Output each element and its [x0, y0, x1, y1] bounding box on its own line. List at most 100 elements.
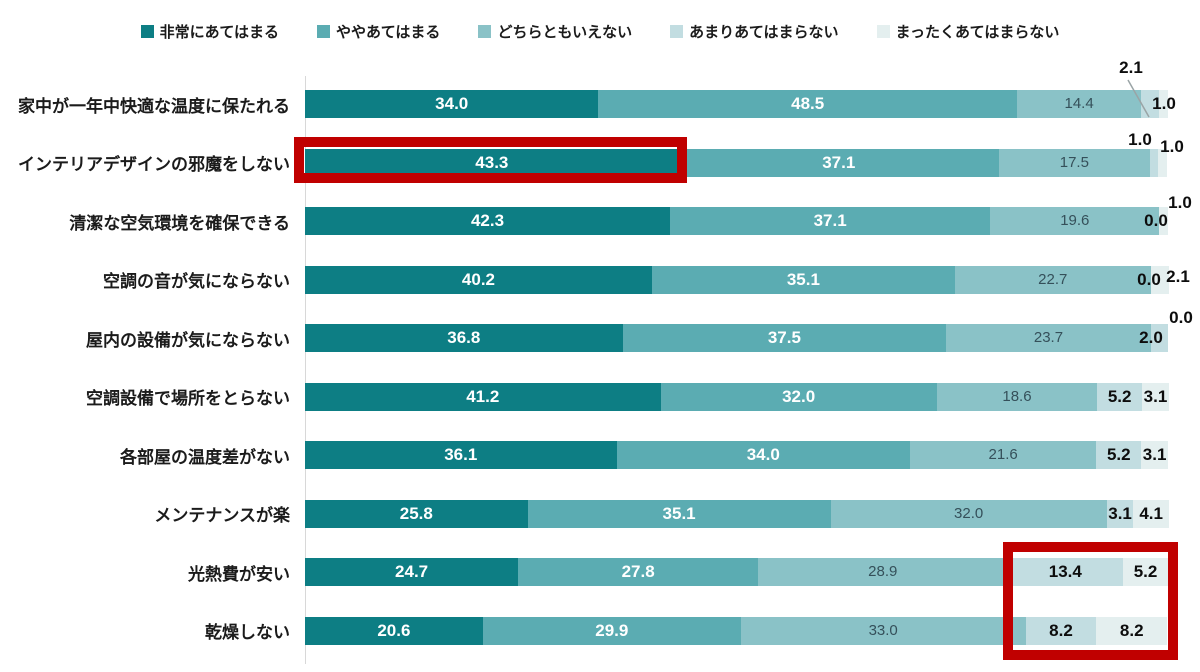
- segment-value-label: 37.1: [813, 211, 847, 230]
- value-callout: 1.0: [1152, 94, 1176, 113]
- legend-label: 非常にあてはまる: [159, 23, 280, 41]
- segment-value-label: 18.6: [1002, 387, 1032, 405]
- bar-segment: 3.1: [1106, 499, 1134, 528]
- value-callout: 2.0: [1139, 328, 1163, 347]
- segment-value-label: 24.7: [395, 562, 429, 581]
- bar-segment: 43.3: [305, 148, 679, 177]
- segment-value-label: 36.1: [444, 445, 478, 464]
- segment-value-label: 34.0: [746, 445, 780, 464]
- bar-segment: 17.5: [998, 148, 1150, 177]
- bar-segment: 36.8: [305, 324, 623, 352]
- bar-segment: 14.4: [1016, 90, 1142, 118]
- bar-segment: 19.6: [990, 207, 1160, 235]
- bar-segment: 8.2: [1096, 616, 1168, 645]
- bar-segment: [1158, 148, 1168, 177]
- segment-value-label: 37.1: [822, 152, 856, 172]
- bar-segment: 8.2: [1025, 616, 1097, 645]
- category-label: 光熱費が安い: [188, 564, 290, 584]
- chart-row: 光熱費が安い 24.7 27.8 28.9 13.4 5.2: [0, 558, 1200, 586]
- bar-segment: 34.0: [616, 441, 910, 469]
- chart-row: 屋内の設備が気にならない 36.8 37.5 23.7: [0, 324, 1200, 352]
- bar-segment: 40.2: [305, 265, 652, 294]
- segment-value-label: 8.2: [1049, 620, 1073, 640]
- segment-value-label: 33.0: [868, 621, 898, 639]
- category-label: 家中が一年中快適な温度に保たれる: [18, 96, 290, 116]
- bar-segment: 27.8: [518, 558, 759, 586]
- stacked-bar: 40.2 35.1 22.7: [305, 265, 1169, 294]
- legend-item: ややあてはまる: [317, 21, 440, 42]
- bar-segment: 5.2: [1096, 441, 1142, 469]
- bar-segment: 29.9: [482, 616, 741, 645]
- bar-segment: 37.1: [670, 207, 991, 235]
- bar-segment: 13.4: [1007, 558, 1124, 586]
- bar-segment: 25.8: [305, 499, 528, 528]
- legend: 非常にあてはまる ややあてはまる どちらともいえない あまりあてはまらない まったくあて…: [0, 18, 1200, 44]
- bar-segment: 3.1: [1142, 382, 1169, 411]
- segment-value-label: 4.1: [1139, 503, 1163, 523]
- chart-row: 空調の音が気にならない 40.2 35.1 22.7: [0, 265, 1200, 294]
- segment-value-label: 8.2: [1119, 620, 1144, 640]
- bar-segment: 48.5: [598, 90, 1017, 118]
- segment-value-label: 37.5: [767, 328, 801, 347]
- chart-row: 各部屋の温度差がない 36.1 34.0 21.6 5.2 3.1: [0, 441, 1200, 469]
- stacked-bar: 20.6 29.9 33.0 8.2 8.2: [305, 616, 1168, 645]
- segment-value-label: 43.3: [475, 152, 509, 172]
- axis-line: [305, 76, 306, 664]
- segment-value-label: 48.5: [791, 94, 825, 113]
- bar-segment: 3.1: [1141, 441, 1168, 469]
- category-label: インテリアデザインの邪魔をしない: [18, 155, 290, 174]
- bar-segment: 35.1: [527, 499, 831, 528]
- segment-value-label: 42.3: [470, 211, 505, 230]
- value-callout: 2.1: [1166, 267, 1190, 286]
- bar-segment: [1150, 324, 1168, 352]
- value-callout: 0.0: [1137, 269, 1161, 289]
- segment-value-label: 19.6: [1060, 212, 1090, 229]
- segment-value-label: 27.8: [621, 562, 655, 581]
- value-callout: 2.1: [1119, 58, 1143, 77]
- category-label: 屋内の設備が気にならない: [86, 330, 290, 350]
- segment-value-label: 40.2: [461, 269, 495, 289]
- chart-row: 清潔な空気環境を確保できる 42.3 37.1 19.6: [0, 207, 1200, 235]
- bar-segment: 5.2: [1097, 382, 1143, 411]
- bar-segment: 4.1: [1133, 499, 1169, 528]
- segment-value-label: 25.8: [399, 503, 433, 523]
- segment-value-label: 34.0: [435, 94, 469, 113]
- segment-value-label: 3.1: [1143, 386, 1168, 406]
- legend-swatch-icon: [478, 24, 492, 38]
- stacked-bar: 42.3 37.1 19.6: [305, 207, 1168, 235]
- segment-value-label: 35.1: [786, 269, 820, 289]
- segment-value-label: 14.4: [1064, 95, 1094, 112]
- highlight-box-cost-dryness-negatives: [1003, 542, 1178, 660]
- stacked-bar: 36.8 37.5 23.7: [305, 324, 1168, 352]
- segment-value-label: 32.0: [782, 386, 816, 406]
- bar-segment: 24.7: [305, 558, 519, 586]
- stacked-bar: 43.3 37.1 17.5: [305, 148, 1168, 177]
- legend-item: 非常にあてはまる: [140, 21, 280, 42]
- category-label: 乾燥しない: [205, 623, 290, 642]
- legend-label: どちらともいえない: [497, 23, 633, 41]
- bar-segment: 23.7: [946, 324, 1151, 352]
- bar-segment: 37.5: [622, 324, 947, 352]
- bar-segment: 41.2: [305, 382, 661, 411]
- segment-value-label: 29.9: [595, 620, 629, 640]
- bar-segment: 42.3: [305, 207, 671, 235]
- segment-value-label: 21.6: [988, 446, 1018, 463]
- value-callout: 0.0: [1169, 308, 1193, 327]
- legend-item: どちらともいえない: [478, 21, 632, 42]
- segment-value-label: 36.8: [447, 328, 481, 347]
- category-label: 清潔な空気環境を確保できる: [69, 213, 290, 233]
- segment-value-label: 35.1: [662, 503, 696, 523]
- category-label: 空調設備で場所をとらない: [86, 389, 290, 408]
- segment-value-label: 5.2: [1133, 562, 1158, 581]
- chart-row: 乾燥しない 20.6 29.9 33.0 8.2 8.2: [0, 616, 1200, 645]
- bar-segment: 21.6: [909, 441, 1097, 469]
- segment-value-label: 5.2: [1107, 386, 1132, 406]
- bar-segment: 36.1: [305, 441, 617, 469]
- segment-value-label: 20.6: [377, 620, 411, 640]
- bar-segment: [1159, 90, 1168, 118]
- bar-segment: 20.6: [305, 616, 483, 645]
- legend-label: ややあてはまる: [336, 23, 441, 41]
- legend-item: まったくあてはまらない: [876, 21, 1059, 42]
- stacked-bar: 41.2 32.0 18.6 5.2 3.1: [305, 382, 1169, 411]
